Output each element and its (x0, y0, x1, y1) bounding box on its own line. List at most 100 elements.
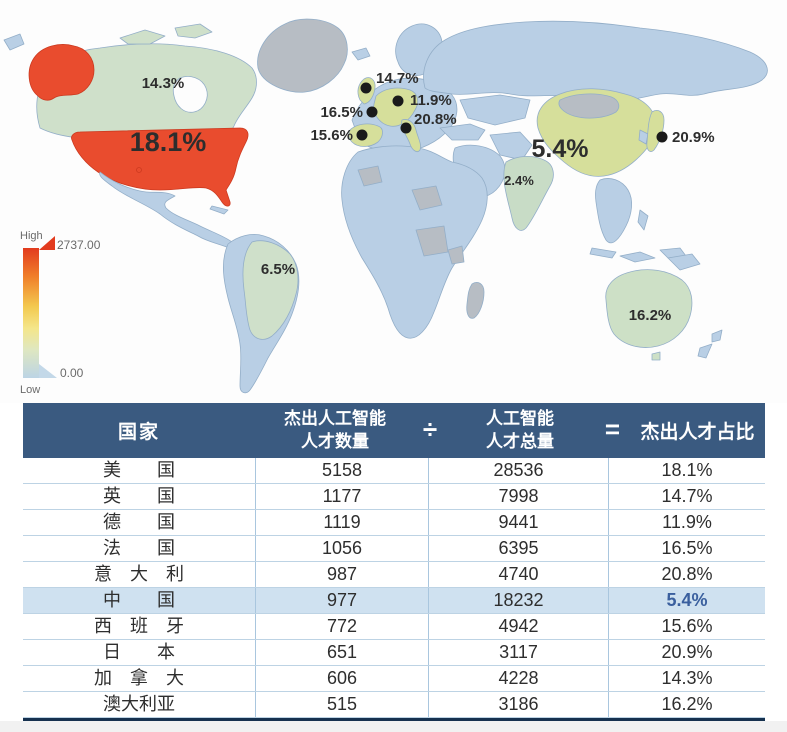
island-tasmania (651, 351, 661, 361)
total-count-cell: 28536 (428, 458, 608, 483)
region-africa (341, 145, 488, 339)
outstanding-count-cell: 772 (255, 614, 428, 639)
region-indochina (595, 178, 632, 244)
island-iceland (351, 47, 371, 61)
canada-arctic-island (174, 23, 213, 39)
hudson-bay (172, 76, 208, 113)
uk-marker-dot (360, 82, 372, 94)
island-madagascar (466, 282, 485, 319)
outstanding-count-cell: 1119 (255, 510, 428, 535)
legend-high-pointer (39, 236, 55, 250)
outstanding-count-cell: 1177 (255, 484, 428, 509)
island-philippines (637, 209, 649, 231)
japan-marker-dot (656, 131, 668, 143)
china-value-label: 5.4% (532, 135, 589, 163)
table-body: 美 国 5158 28536 18.1% 英 国 1177 7998 14.7% 德 国 1119… (23, 458, 765, 721)
country-turkey (439, 123, 486, 141)
table-row: 德 国 1119 9441 11.9% (23, 510, 765, 536)
total-count-cell: 4942 (428, 614, 608, 639)
outstanding-count-cell: 1056 (255, 536, 428, 561)
germany-marker-dot (392, 95, 404, 107)
country-new-zealand (711, 329, 723, 343)
header-ratio: 杰出人才占比 (640, 422, 755, 443)
spain-value-label: 15.6% (310, 127, 353, 144)
ratio-cell: 14.7% (608, 484, 765, 509)
country-korea (638, 129, 649, 145)
table-row: 英 国 1177 7998 14.7% (23, 484, 765, 510)
legend-gradient-bar (23, 248, 39, 378)
outstanding-count-cell: 651 (255, 640, 428, 665)
footer-strip (0, 721, 787, 732)
equals-symbol: = (604, 413, 621, 444)
country-cell: 美 国 (103, 460, 175, 480)
total-count-cell: 3117 (428, 640, 608, 665)
country-cell: 加 拿 大 (94, 668, 184, 688)
outstanding-count-cell: 977 (255, 588, 428, 613)
germany-value-label: 11.9% (410, 92, 452, 109)
country-cell: 英 国 (103, 486, 175, 506)
ratio-cell: 20.9% (608, 640, 765, 665)
russia-east-tip (3, 33, 25, 51)
island-cuba (209, 205, 229, 215)
header-outstanding-line2: 人才数量 (301, 431, 369, 451)
total-count-cell: 4228 (428, 666, 608, 691)
italy-marker-dot (400, 122, 412, 134)
japan-value-label: 20.9% (672, 129, 715, 146)
table-row: 加 拿 大 606 4228 14.3% (23, 666, 765, 692)
country-new-zealand-south (697, 343, 713, 359)
australia-value-label: 16.2% (629, 307, 672, 324)
country-cell: 澳大利亚 (103, 694, 175, 714)
talent-table: 国家 杰出人工智能 人才数量 ÷ 人工智能 人才总量 = 杰出人才占比 美 国 5… (23, 403, 765, 721)
country-greenland (257, 18, 348, 93)
country-mongolia (558, 93, 620, 119)
header-total-count: 人工智能 人才总量 (445, 408, 595, 452)
india-value-label: 2.4% (504, 173, 534, 188)
total-count-cell: 7998 (428, 484, 608, 509)
header-total-line2: 人才总量 (486, 431, 554, 451)
legend-low-pointer (39, 364, 57, 378)
header-outstanding-count: 杰出人工智能 人才数量 (255, 408, 415, 452)
ratio-cell: 16.2% (608, 692, 765, 717)
table-row: 美 国 5158 28536 18.1% (23, 458, 765, 484)
outstanding-count-cell: 606 (255, 666, 428, 691)
table-row: 意 大 利 987 4740 20.8% (23, 562, 765, 588)
ratio-cell: 20.8% (608, 562, 765, 587)
country-cell: 西 班 牙 (94, 616, 184, 636)
africa-nodata-west (357, 165, 383, 187)
country-usa (71, 127, 249, 207)
ratio-cell: 11.9% (608, 510, 765, 535)
ratio-cell: 18.1% (608, 458, 765, 483)
country-cell: 法 国 (103, 538, 175, 558)
usa-hawaii (136, 167, 142, 173)
uk-value-label: 14.7% (376, 70, 419, 87)
country-cell: 德 国 (103, 512, 175, 532)
legend-min-value: 0.00 (60, 366, 84, 380)
canada-arctic-island (119, 29, 166, 45)
header-outstanding-line1: 杰出人工智能 (284, 409, 386, 429)
table-row: 西 班 牙 772 4942 15.6% (23, 614, 765, 640)
spain-marker-dot (356, 129, 368, 141)
table-row: 中 国 977 18232 5.4% (23, 588, 765, 614)
africa-nodata-east (447, 245, 465, 265)
island-java (619, 251, 656, 263)
legend-max-value: 2737.00 (57, 238, 101, 252)
header-total-line1: 人工智能 (486, 409, 554, 429)
country-brazil (242, 240, 299, 340)
total-count-cell: 4740 (428, 562, 608, 587)
country-russia (423, 20, 768, 100)
total-count-cell: 6395 (428, 536, 608, 561)
legend-high-label: High (20, 230, 43, 242)
country-japan (646, 110, 665, 152)
country-usa-alaska (28, 44, 95, 101)
ratio-cell: 14.3% (608, 666, 765, 691)
legend-low-label: Low (20, 384, 40, 396)
total-count-cell: 3186 (428, 692, 608, 717)
outstanding-count-cell: 987 (255, 562, 428, 587)
country-australia (605, 269, 693, 348)
italy-value-label: 20.8% (414, 111, 457, 128)
canada-value-label: 14.3% (142, 75, 185, 92)
france-marker-dot (366, 106, 378, 118)
country-iran (489, 131, 533, 161)
country-cell: 中 国 (103, 590, 175, 610)
